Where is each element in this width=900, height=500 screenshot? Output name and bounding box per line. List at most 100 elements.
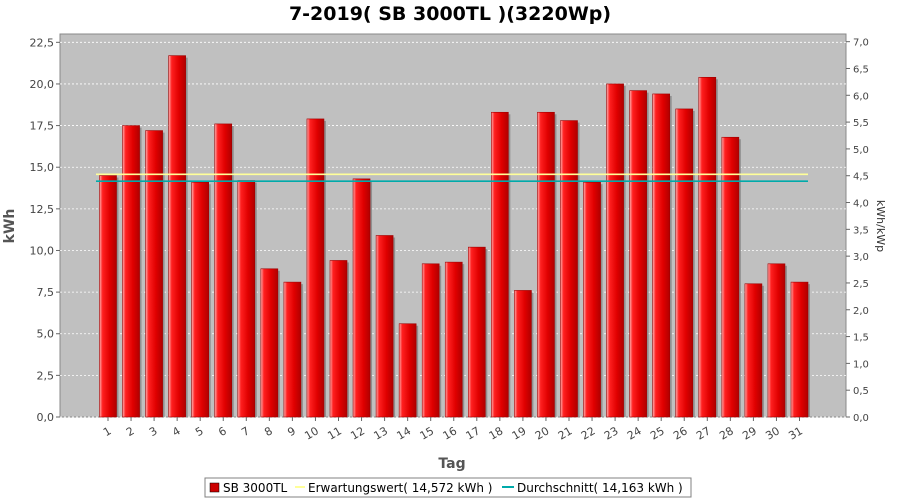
x-tick-label: 18 [487,424,506,442]
y-tick-label: 22,5 [30,36,55,49]
x-tick-label: 4 [170,424,183,439]
y-right-tick-label: 7,0 [853,38,869,49]
x-tick-label: 7 [239,424,252,439]
bar [467,246,486,418]
x-tick-label: 28 [717,424,736,442]
bar [260,268,279,418]
y-right-tick-label: 3,0 [853,252,869,263]
bar [444,261,463,418]
bar [652,93,671,418]
y-tick-label: 0,0 [37,411,55,424]
x-tick-label: 25 [648,424,667,442]
bar [214,123,233,418]
bar [698,76,717,418]
y-tick-label: 10,0 [30,244,55,257]
chart-title: 7-2019( SB 3000TL )(3220Wp) [289,3,611,25]
bar [352,178,371,418]
x-tick-label: 29 [740,424,759,442]
bar [122,125,140,418]
bars [99,55,810,418]
bar [721,136,740,418]
x-tick-label: 20 [533,424,552,442]
bar [191,181,209,418]
y-right-tick-label: 4,5 [853,172,869,183]
bar [306,118,325,418]
legend-label-erwartungswert: Erwartungswert( 14,572 kWh ) [308,481,492,495]
x-tick-label: 14 [395,424,414,442]
x-tick-label: 2 [124,424,137,439]
x-tick-label: 9 [285,424,298,439]
y-right-tick-label: 2,0 [853,306,869,317]
y-axis-left: 0,0 2,5 5,0 7,5 10,0 12,5 15,0 17,5 20,0 22,5 [30,36,60,424]
y-axis-right-label: kWh/kWp [874,200,887,252]
bar [629,90,647,418]
y-right-tick-label: 5,5 [853,118,869,129]
x-tick-label: 5 [193,424,206,439]
x-tick-label: 17 [464,424,483,442]
reference-lines [96,173,808,182]
bar [790,281,809,418]
y-tick-label: 5,0 [37,328,55,341]
x-tick-label: 6 [216,424,229,439]
bar [583,181,601,418]
y-right-tick-label: 2,5 [853,279,869,290]
bar [375,235,394,418]
x-tick-label: 24 [625,424,644,442]
bar [514,290,532,418]
y-tick-label: 15,0 [30,161,55,174]
x-tick-label: 10 [302,424,321,442]
bar [99,175,117,418]
bar [537,111,555,418]
x-tick-label: 23 [602,424,621,442]
x-tick-label: 13 [371,424,390,442]
bar [398,323,417,418]
x-tick-label: 19 [510,424,529,442]
x-tick-label: 12 [348,424,367,442]
bar [237,180,256,418]
y-tick-label: 20,0 [30,78,55,91]
y-tick-label: 7,5 [37,286,55,299]
bar [744,283,763,418]
legend-swatch-sb3000tl [209,482,220,493]
y-axis-label: kWh [2,209,18,244]
y-tick-label: 2,5 [37,369,55,382]
x-tick-label: 8 [262,424,275,439]
bar [767,263,786,418]
x-tick-label: 26 [671,424,690,442]
y-right-tick-label: 6,5 [853,64,869,75]
x-tick-label: 30 [763,424,782,442]
y-tick-label: 12,5 [30,203,55,216]
legend-label-durchschnitt: Durchschnitt( 14,163 kWh ) [517,481,683,495]
x-tick-label: 27 [694,424,713,442]
legend-box [204,477,692,498]
legend: SB 3000TL Erwartungswert( 14,572 kWh ) D… [204,477,692,498]
bar [491,111,509,418]
x-tick-label: 21 [556,424,575,442]
bar [283,281,302,418]
bar [329,260,348,418]
x-axis-label: Tag [438,456,465,472]
x-tick-label: 31 [786,424,805,442]
bar [675,108,694,418]
y-right-tick-label: 0,5 [853,386,869,397]
x-tick-label: 1 [101,424,114,439]
bar [560,120,578,418]
bar [168,55,186,418]
x-tick-label: 16 [441,424,460,442]
x-axis: 1 2 3 4 5 6 7 8 9 10 11 12 13 14 15 16 17 18 19 20 21 22 23 24 2… [101,417,805,443]
x-tick-label: 11 [325,424,344,442]
legend-label-sb3000tl: SB 3000TL [223,481,288,495]
x-tick-label: 3 [147,424,160,439]
y-right-tick-label: 6,0 [853,91,869,102]
y-tick-label: 17,5 [30,120,55,133]
y-right-tick-label: 4,0 [853,199,869,210]
y-axis-right: 0,0 0,5 1,0 1,5 2,0 2,5 3,0 3,5 4,0 4,5 5,0 5,5 6,0 6… [846,38,869,424]
y-right-tick-label: 3,5 [853,225,869,236]
x-tick-label: 22 [579,424,598,442]
bar [606,83,624,418]
y-right-tick-label: 5,0 [853,145,869,156]
y-right-tick-label: 1,5 [853,333,869,344]
y-right-tick-label: 0,0 [853,413,869,424]
bar [421,263,440,418]
